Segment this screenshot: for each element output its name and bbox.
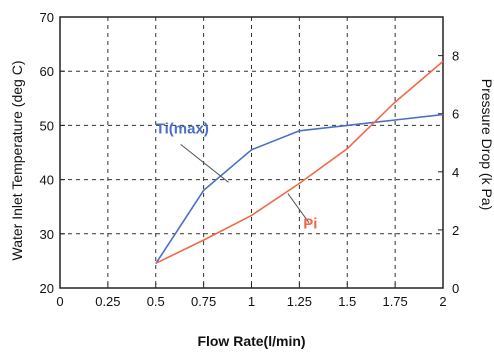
- x-tick-label: 0.75: [191, 294, 216, 309]
- right-y-axis-ticks: 0 2 4 6 8: [438, 49, 459, 296]
- x-tick-label: 0.5: [147, 294, 165, 309]
- series-annotations: Ti(max) Pi: [156, 121, 318, 233]
- right-y-tick-label: 6: [452, 107, 459, 122]
- x-axis-title: Flow Rate(l/min): [197, 333, 305, 349]
- series-lines: [155, 60, 444, 265]
- annotation-leader-line: [180, 143, 229, 183]
- series-label: Pi: [303, 215, 317, 232]
- x-tick-label: 0.25: [95, 294, 120, 309]
- right-y-axis-title: Pressure Drop (k Pa): [479, 79, 494, 210]
- x-tick-label: 2: [439, 294, 446, 309]
- x-tick-label: 1.5: [338, 294, 356, 309]
- series-label: Ti(max): [156, 121, 209, 138]
- right-y-tick-label: 8: [452, 49, 459, 64]
- x-tick-label: 0: [56, 294, 63, 309]
- right-y-tick-label: 2: [452, 223, 459, 238]
- left-y-axis-title: Water Inlet Temperature (deg C): [9, 61, 25, 261]
- series-line-ti-max: [155, 113, 444, 265]
- x-tick-label: 1.25: [287, 294, 312, 309]
- series-line-pi: [155, 60, 444, 265]
- grid-lines: [60, 17, 443, 288]
- left-y-tick-label: 70: [40, 10, 54, 25]
- left-y-tick-label: 20: [40, 281, 54, 296]
- x-axis-ticks: 0 0.25 0.5 0.75 1 1.25 1.5 1.75 2: [56, 283, 447, 309]
- annotation-leader-line: [287, 193, 310, 223]
- x-tick-label: 1: [248, 294, 255, 309]
- left-y-axis-ticks: 20 30 40 50 60 70: [40, 10, 65, 296]
- left-y-tick-label: 60: [40, 64, 54, 79]
- left-y-tick-label: 30: [40, 227, 54, 242]
- right-y-tick-label: 0: [452, 281, 459, 296]
- x-tick-label: 1.75: [382, 294, 407, 309]
- right-y-tick-label: 4: [452, 165, 459, 180]
- left-y-tick-label: 40: [40, 173, 54, 188]
- left-y-tick-label: 50: [40, 118, 54, 133]
